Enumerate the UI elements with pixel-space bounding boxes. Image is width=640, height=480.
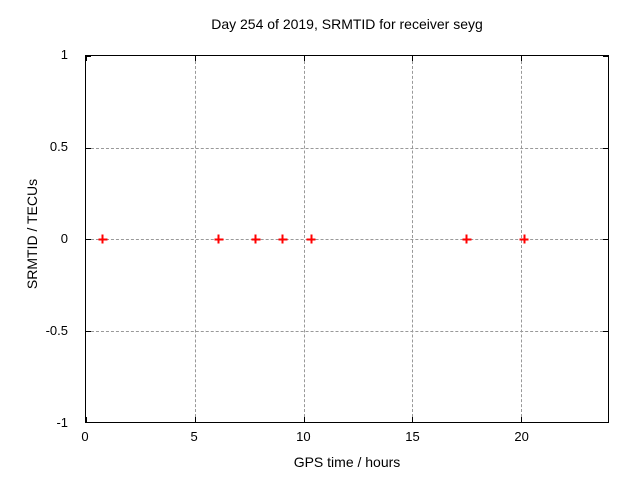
marker-v-bar (523, 234, 526, 244)
data-point (519, 234, 529, 244)
marker-v-bar (281, 234, 284, 244)
x-tick-0 (86, 417, 87, 422)
y-tick-label-1: 1 (60, 47, 68, 62)
x-tick-15 (412, 417, 414, 422)
x-tick-10 (303, 417, 305, 422)
data-point (278, 234, 288, 244)
y-tick-1 (603, 56, 608, 57)
data-point-layer (86, 56, 608, 422)
x-tick-15 (412, 56, 414, 61)
x-tick-0 (86, 56, 87, 61)
x-tick-label-15: 15 (405, 429, 420, 444)
x-tick-label-0: 0 (81, 429, 89, 444)
plot-area (85, 55, 609, 423)
x-tick-label-5: 5 (190, 429, 198, 444)
y-tick--1 (603, 422, 608, 423)
x-tick-5 (194, 417, 196, 422)
x-tick-label-20: 20 (514, 429, 529, 444)
chart-title: Day 254 of 2019, SRMTID for receiver sey… (211, 16, 483, 32)
data-point (251, 234, 261, 244)
marker-v-bar (254, 234, 257, 244)
x-tick-20 (521, 417, 522, 422)
gridline-y-0 (86, 239, 608, 240)
y-tick-label--1: -1 (56, 415, 68, 430)
marker-v-bar (465, 234, 468, 244)
x-tick-label-10: 10 (296, 429, 311, 444)
x-tick-20 (521, 56, 522, 61)
y-tick-0.5 (86, 147, 91, 149)
gridline-y--0.5 (86, 330, 608, 332)
data-point (214, 234, 224, 244)
y-tick-label-0.5: 0.5 (49, 139, 68, 154)
gridline-y-0.5 (86, 147, 608, 149)
y-tick--0.5 (603, 330, 608, 332)
y-tick-0.5 (603, 147, 608, 149)
marker-v-bar (310, 234, 313, 244)
marker-v-bar (101, 234, 104, 244)
y-tick-label-0: 0 (60, 231, 68, 246)
tick-layer (86, 56, 608, 423)
data-point (98, 234, 108, 244)
y-tick-0 (603, 239, 608, 240)
data-point (462, 234, 472, 244)
y-tick-0 (86, 239, 91, 240)
x-axis-label: GPS time / hours (293, 454, 401, 470)
y-tick-label--0.5: -0.5 (45, 323, 68, 338)
y-tick--1 (86, 422, 91, 423)
y-tick--0.5 (86, 330, 91, 332)
marker-v-bar (217, 234, 220, 244)
x-tick-5 (194, 56, 196, 61)
y-tick-1 (86, 56, 91, 57)
data-point (306, 234, 316, 244)
x-tick-10 (303, 56, 305, 61)
